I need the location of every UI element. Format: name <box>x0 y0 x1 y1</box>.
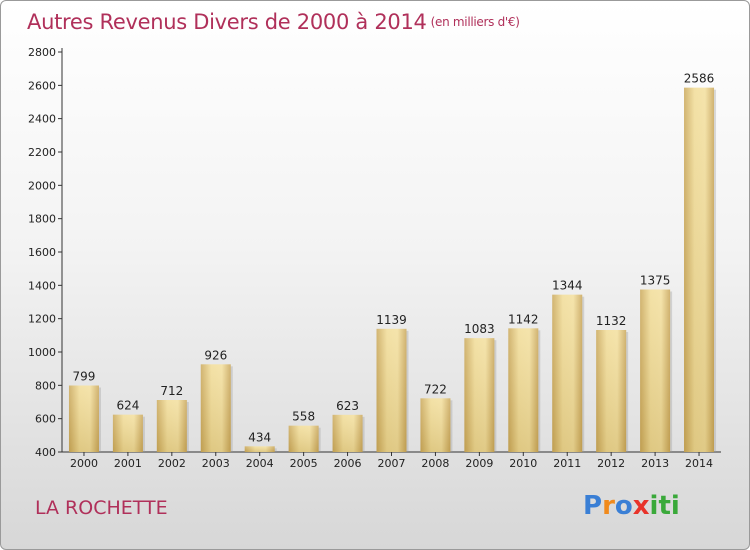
x-tick-label: 2013 <box>641 457 669 470</box>
y-tick-label: 600 <box>35 413 56 426</box>
data-label: 1344 <box>552 279 583 293</box>
bar-shade <box>640 289 671 452</box>
data-label: 799 <box>73 370 96 384</box>
proxiti-logo: Proxiti <box>583 491 680 521</box>
y-tick-label: 2200 <box>28 146 56 159</box>
x-tick-label: 2002 <box>158 457 186 470</box>
logo-letter: i <box>649 491 659 521</box>
bar-shade <box>68 385 99 452</box>
y-tick-label: 1400 <box>28 279 56 292</box>
data-label: 926 <box>204 348 227 362</box>
bar-shade <box>288 425 319 452</box>
bar-shade <box>684 87 715 453</box>
bar-shade <box>552 294 583 452</box>
y-tick-label: 2000 <box>28 179 56 192</box>
data-label: 712 <box>160 384 183 398</box>
x-tick-label: 2001 <box>114 457 142 470</box>
bar-shade <box>464 338 495 452</box>
data-label: 624 <box>116 399 139 413</box>
x-tick-label: 2004 <box>246 457 274 470</box>
data-label: 722 <box>424 382 447 396</box>
y-tick-label: 1600 <box>28 246 56 259</box>
x-tick-label: 2006 <box>334 457 362 470</box>
value-labels: 799 624 712 926 434 558 623 1139 722 1083 1142 1344… <box>73 72 715 445</box>
x-tick-label: 2009 <box>465 457 493 470</box>
y-tick-label: 2600 <box>28 79 56 92</box>
chart-title: Autres Revenus Divers de 2000 à 2014 (en … <box>27 10 520 34</box>
x-tick-label: 2008 <box>421 457 449 470</box>
x-tick-label: 2012 <box>597 457 625 470</box>
chart-title-text: Autres Revenus Divers de 2000 à 2014 <box>27 10 427 34</box>
data-label: 623 <box>336 399 359 413</box>
logo-letter: i <box>670 491 680 521</box>
bar-shade <box>420 398 451 452</box>
bar-shade <box>156 400 187 452</box>
x-tick-label: 2007 <box>378 457 406 470</box>
logo-letter: x <box>632 491 650 521</box>
y-tick-label: 1800 <box>28 213 56 226</box>
y-tick-label: 2800 <box>28 46 56 59</box>
data-label: 434 <box>248 430 271 444</box>
data-label: 1375 <box>640 274 671 288</box>
axes: 400 600 800 1000 1200 1400 1600 1800 2000 2200 240… <box>28 46 721 470</box>
chart-subtitle: (en milliers d'€) <box>430 15 520 29</box>
bar-shade <box>112 414 143 452</box>
y-tick-label: 1000 <box>28 346 56 359</box>
x-tick-label: 2010 <box>509 457 537 470</box>
bar-shade <box>244 446 275 452</box>
y-tick-label: 400 <box>35 446 56 459</box>
data-label: 558 <box>292 410 315 424</box>
x-tick-label: 2011 <box>553 457 581 470</box>
bar-shade <box>332 414 363 452</box>
bar-shade <box>200 364 231 452</box>
data-label: 1139 <box>376 313 407 327</box>
bar-shade <box>376 328 407 452</box>
bar-shade <box>596 330 627 452</box>
bar-shade <box>508 328 539 452</box>
commune-name: LA ROCHETTE <box>35 497 168 519</box>
y-tick-label: 2400 <box>28 113 56 126</box>
x-tick-label: 2005 <box>290 457 318 470</box>
y-tick-label: 800 <box>35 379 56 392</box>
logo-letter: r <box>602 491 615 521</box>
x-tick-label: 2000 <box>70 457 98 470</box>
logo-letter: P <box>583 491 603 521</box>
bars <box>68 87 717 453</box>
data-label: 1083 <box>464 322 495 336</box>
data-label: 1142 <box>508 312 539 326</box>
data-label: 2586 <box>684 72 715 86</box>
logo-letter: t <box>658 491 671 521</box>
logo-letter: o <box>614 491 633 521</box>
x-tick-label: 2003 <box>202 457 230 470</box>
x-tick-label: 2014 <box>685 457 713 470</box>
y-tick-label: 1200 <box>28 313 56 326</box>
data-label: 1132 <box>596 314 627 328</box>
